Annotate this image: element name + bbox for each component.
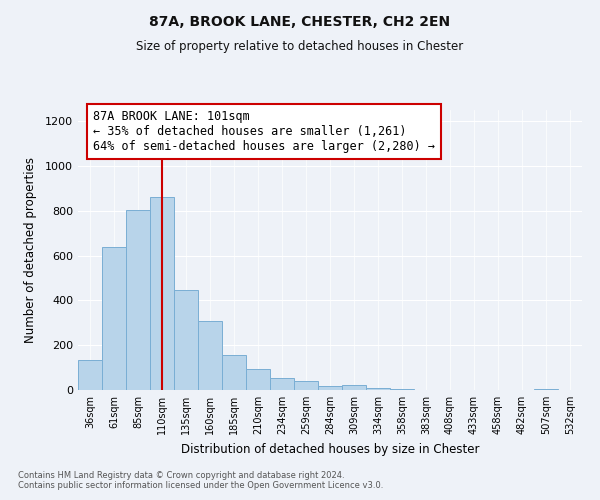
Text: 87A, BROOK LANE, CHESTER, CH2 2EN: 87A, BROOK LANE, CHESTER, CH2 2EN (149, 15, 451, 29)
Text: 87A BROOK LANE: 101sqm
← 35% of detached houses are smaller (1,261)
64% of semi-: 87A BROOK LANE: 101sqm ← 35% of detached… (93, 110, 435, 153)
Bar (366, 388, 390, 390)
X-axis label: Distribution of detached houses by size in Chester: Distribution of detached houses by size … (181, 442, 479, 456)
Bar (342, 385, 366, 390)
Text: Contains HM Land Registry data © Crown copyright and database right 2024.
Contai: Contains HM Land Registry data © Crown c… (18, 470, 383, 490)
Bar (246, 368, 270, 390)
Bar (270, 378, 294, 390)
Bar (150, 198, 174, 390)
Bar (102, 246, 126, 390)
Bar (222, 356, 246, 390)
Bar (126, 210, 150, 390)
Y-axis label: Number of detached properties: Number of detached properties (23, 157, 37, 343)
Bar (174, 290, 198, 390)
Bar (534, 389, 558, 390)
Bar (78, 360, 102, 390)
Bar (294, 380, 318, 390)
Bar (198, 320, 222, 390)
Bar (318, 386, 342, 390)
Text: Size of property relative to detached houses in Chester: Size of property relative to detached ho… (136, 40, 464, 53)
Bar (390, 389, 414, 390)
